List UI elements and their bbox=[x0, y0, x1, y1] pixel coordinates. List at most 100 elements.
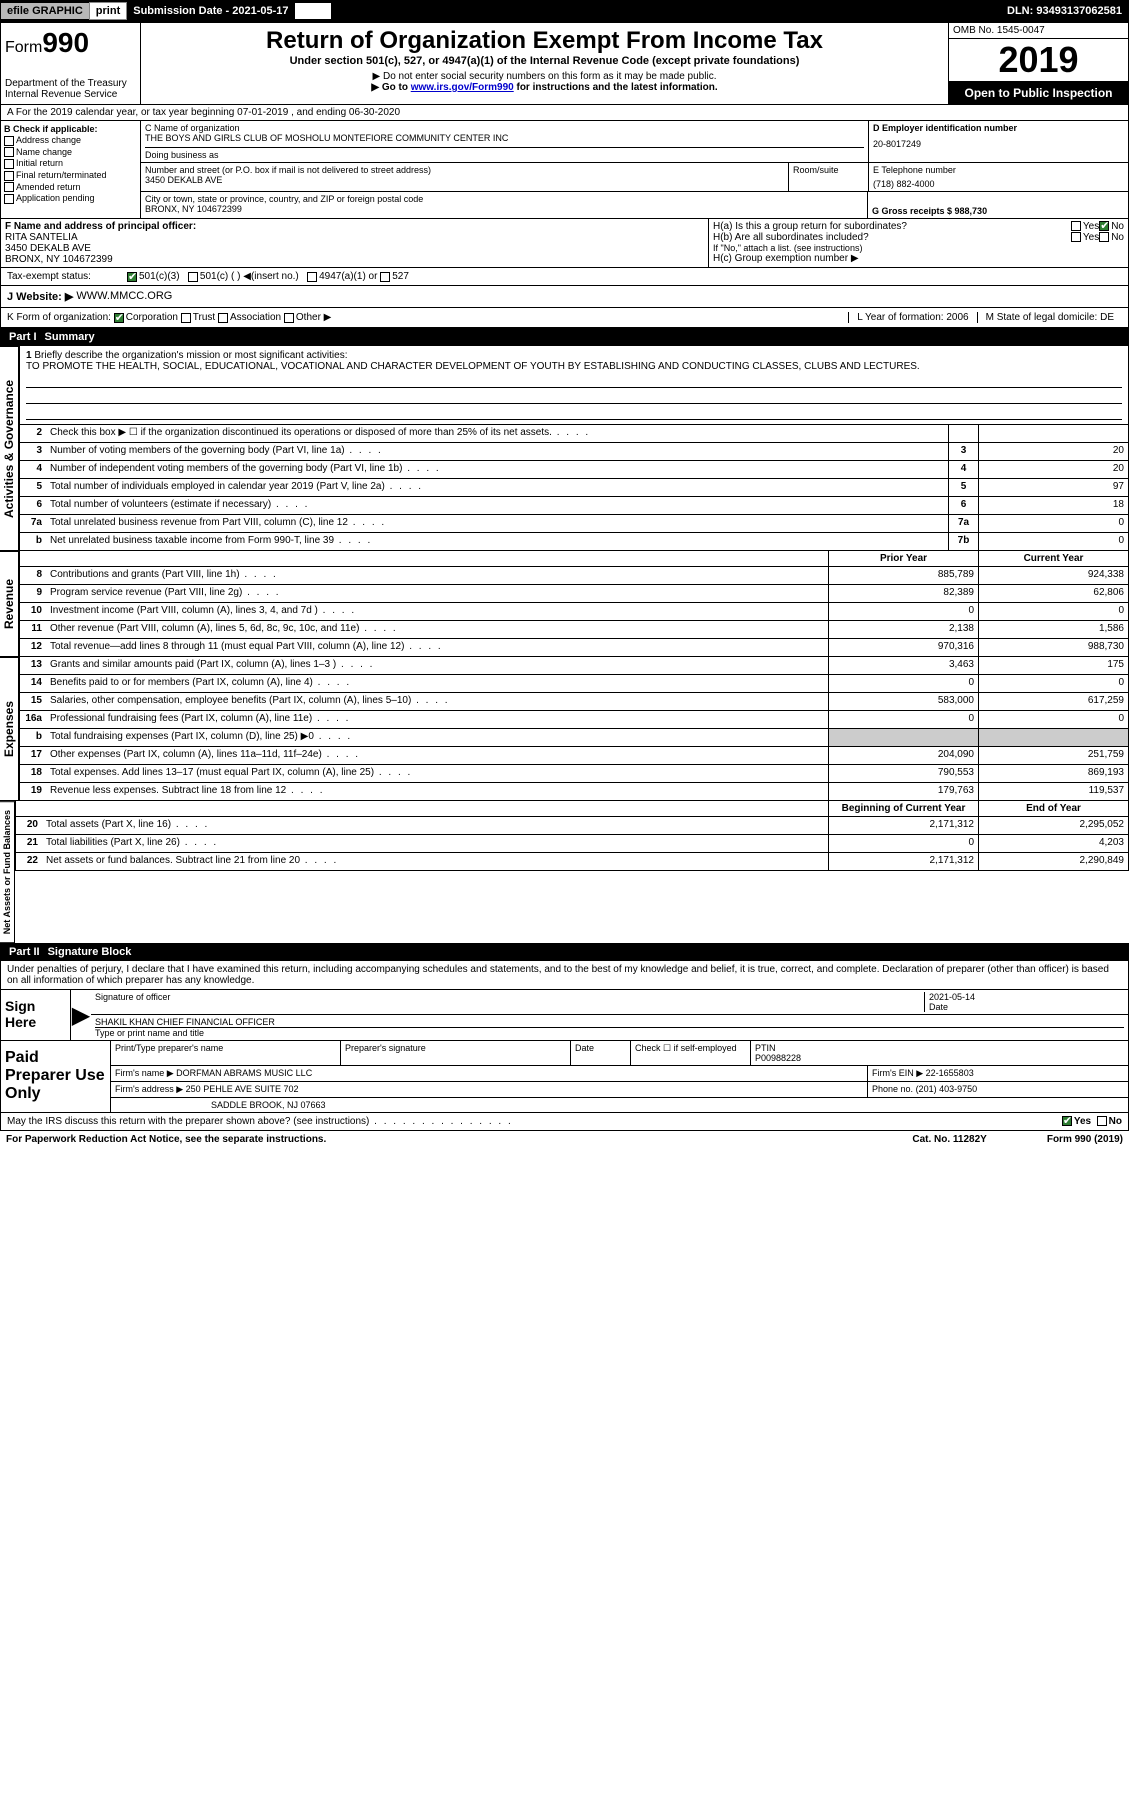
discuss-no[interactable] bbox=[1097, 1116, 1107, 1126]
chk-final-return[interactable]: Final return/terminated bbox=[4, 170, 137, 181]
sign-here-label: Sign Here bbox=[1, 990, 71, 1040]
table-row: 6Total number of volunteers (estimate if… bbox=[19, 497, 1129, 515]
chk-initial-return[interactable]: Initial return bbox=[4, 158, 137, 169]
sig-officer-label: Signature of officer bbox=[95, 992, 924, 1012]
ha-no[interactable] bbox=[1099, 221, 1109, 231]
chk-application-pending[interactable]: Application pending bbox=[4, 193, 137, 204]
phone-value: (718) 882-4000 bbox=[873, 179, 1124, 189]
table-row: 17Other expenses (Part IX, column (A), l… bbox=[19, 747, 1129, 765]
bottom-footer: For Paperwork Reduction Act Notice, see … bbox=[0, 1131, 1129, 1148]
table-row: 10Investment income (Part VIII, column (… bbox=[19, 603, 1129, 621]
state-domicile: M State of legal domicile: DE bbox=[977, 312, 1122, 323]
chk-4947[interactable] bbox=[307, 272, 317, 282]
ha-label: H(a) Is this a group return for subordin… bbox=[713, 221, 1071, 232]
chk-other[interactable] bbox=[284, 313, 294, 323]
table-row: 18Total expenses. Add lines 13–17 (must … bbox=[19, 765, 1129, 783]
preparer-block: Paid Preparer Use Only Print/Type prepar… bbox=[0, 1041, 1129, 1113]
ein-value: 20-8017249 bbox=[873, 139, 1124, 149]
officer-name-title: SHAKIL KHAN CHIEF FINANCIAL OFFICER bbox=[95, 1017, 1124, 1027]
klm-row: K Form of organization: Corporation Trus… bbox=[0, 308, 1129, 328]
print-button[interactable]: print bbox=[89, 2, 127, 20]
chk-association[interactable] bbox=[218, 313, 228, 323]
table-row: 7aTotal unrelated business revenue from … bbox=[19, 515, 1129, 533]
chk-corporation[interactable] bbox=[114, 313, 124, 323]
form-subtitle: Under section 501(c), 527, or 4947(a)(1)… bbox=[147, 55, 942, 67]
chk-501c3[interactable] bbox=[127, 272, 137, 282]
firm-name: DORFMAN ABRAMS MUSIC LLC bbox=[176, 1068, 312, 1078]
col-b-checkboxes: B Check if applicable: Address change Na… bbox=[1, 121, 141, 218]
table-row: 15Salaries, other compensation, employee… bbox=[19, 693, 1129, 711]
website-row: J Website: ▶ WWW.MMCC.ORG bbox=[0, 286, 1129, 308]
officer-section: F Name and address of principal officer:… bbox=[0, 219, 1129, 268]
sign-arrow-icon: ▶ bbox=[71, 990, 91, 1040]
submission-date-spacer bbox=[295, 3, 331, 19]
efile-graphic-button[interactable]: efile GRAPHIC bbox=[1, 3, 89, 19]
tax-year: 2019 bbox=[949, 39, 1128, 82]
table-row: 8Contributions and grants (Part VIII, li… bbox=[19, 567, 1129, 585]
ha-yes[interactable] bbox=[1071, 221, 1081, 231]
submission-date-label: Submission Date - 2021-05-17 bbox=[127, 3, 294, 19]
table-row: 13Grants and similar amounts paid (Part … bbox=[19, 657, 1129, 675]
hb-no[interactable] bbox=[1099, 232, 1109, 242]
table-row: 9Program service revenue (Part VIII, lin… bbox=[19, 585, 1129, 603]
irs-label: Internal Revenue Service bbox=[5, 89, 136, 100]
form-title: Return of Organization Exempt From Incom… bbox=[147, 27, 942, 55]
chk-527[interactable] bbox=[380, 272, 390, 282]
chk-501c[interactable] bbox=[188, 272, 198, 282]
chk-address-change[interactable]: Address change bbox=[4, 135, 137, 146]
section-b-c: B Check if applicable: Address change Na… bbox=[0, 121, 1129, 219]
table-row: 20Total assets (Part X, line 16)2,171,31… bbox=[15, 817, 1129, 835]
officer-addr: 3450 DEKALB AVE bbox=[5, 243, 704, 254]
hb-yes[interactable] bbox=[1071, 232, 1081, 242]
omb-number: OMB No. 1545-0047 bbox=[949, 23, 1128, 39]
type-name-label: Type or print name and title bbox=[95, 1027, 1124, 1038]
note-link: ▶ Go to www.irs.gov/Form990 for instruct… bbox=[147, 82, 942, 93]
form-number: Form990 bbox=[5, 27, 136, 59]
dept-label: Department of the Treasury bbox=[5, 78, 136, 89]
table-row: 16aProfessional fundraising fees (Part I… bbox=[19, 711, 1129, 729]
mission-text: TO PROMOTE THE HEALTH, SOCIAL, EDUCATION… bbox=[26, 361, 920, 372]
form-header: Form990 Department of the Treasury Inter… bbox=[0, 22, 1129, 105]
officer-label: F Name and address of principal officer: bbox=[5, 221, 704, 232]
dln-label: DLN: 93493137062581 bbox=[1001, 3, 1128, 19]
part-1-header: Part I Summary bbox=[0, 328, 1129, 346]
officer-city: BRONX, NY 104672399 bbox=[5, 254, 704, 265]
addr-value: 3450 DEKALB AVE bbox=[145, 175, 784, 185]
col-headers: Prior Year Current Year bbox=[19, 551, 1129, 567]
table-row: 12Total revenue—add lines 8 through 11 (… bbox=[19, 639, 1129, 657]
vtab-expenses: Expenses bbox=[0, 657, 19, 801]
table-row: 2Check this box ▶ ☐ if the organization … bbox=[19, 425, 1129, 443]
table-row: 22Net assets or fund balances. Subtract … bbox=[15, 853, 1129, 871]
year-formation: L Year of formation: 2006 bbox=[848, 312, 976, 323]
discuss-yes[interactable] bbox=[1062, 1116, 1072, 1126]
vtab-governance: Activities & Governance bbox=[0, 346, 19, 551]
table-row: 3Number of voting members of the governi… bbox=[19, 443, 1129, 461]
note-ssn: ▶ Do not enter social security numbers o… bbox=[147, 71, 942, 82]
inspection-label: Open to Public Inspection bbox=[949, 82, 1128, 104]
hc-label: H(c) Group exemption number ▶ bbox=[713, 253, 1124, 264]
chk-amended-return[interactable]: Amended return bbox=[4, 182, 137, 193]
chk-trust[interactable] bbox=[181, 313, 191, 323]
chk-name-change[interactable]: Name change bbox=[4, 147, 137, 158]
officer-name: RITA SANTELIA bbox=[5, 232, 704, 243]
hb-label: H(b) Are all subordinates included? bbox=[713, 232, 1071, 243]
table-row: 14Benefits paid to or for members (Part … bbox=[19, 675, 1129, 693]
table-row: 21Total liabilities (Part X, line 26)04,… bbox=[15, 835, 1129, 853]
table-row: bNet unrelated business taxable income f… bbox=[19, 533, 1129, 551]
table-row: 4Number of independent voting members of… bbox=[19, 461, 1129, 479]
discuss-row: May the IRS discuss this return with the… bbox=[0, 1113, 1129, 1131]
org-name: THE BOYS AND GIRLS CLUB OF MOSHOLU MONTE… bbox=[145, 133, 864, 143]
city-label: City or town, state or province, country… bbox=[145, 194, 863, 204]
vtab-net-assets: Net Assets or Fund Balances bbox=[0, 801, 15, 943]
phone-label: E Telephone number bbox=[873, 165, 1124, 175]
row-a-tax-year: A For the 2019 calendar year, or tax yea… bbox=[0, 105, 1129, 121]
gross-receipts: G Gross receipts $ 988,730 bbox=[872, 206, 1124, 216]
top-bar: efile GRAPHIC print Submission Date - 20… bbox=[0, 0, 1129, 22]
irs-link[interactable]: www.irs.gov/Form990 bbox=[411, 82, 514, 93]
mission-block: 1 Briefly describe the organization's mi… bbox=[19, 346, 1129, 425]
signature-block: Sign Here ▶ Signature of officer 2021-05… bbox=[0, 990, 1129, 1041]
table-row: 19Revenue less expenses. Subtract line 1… bbox=[19, 783, 1129, 801]
room-label: Room/suite bbox=[788, 163, 868, 191]
website-value: WWW.MMCC.ORG bbox=[76, 290, 172, 303]
table-row: 11Other revenue (Part VIII, column (A), … bbox=[19, 621, 1129, 639]
